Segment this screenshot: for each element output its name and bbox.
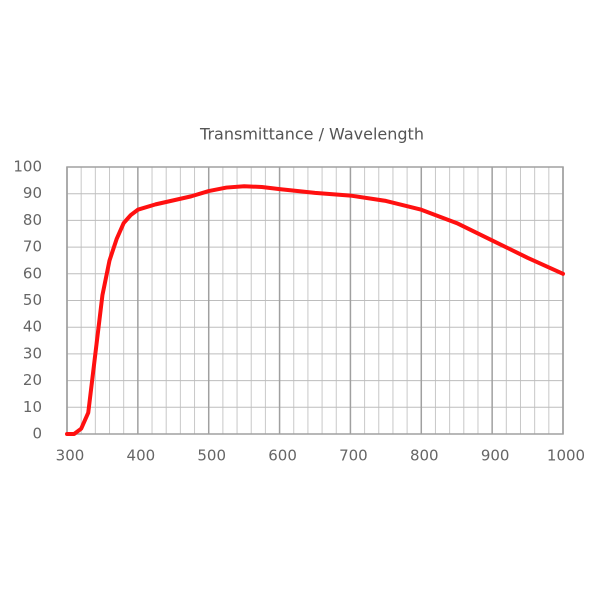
- y-tick-label: 50: [23, 291, 42, 309]
- y-tick-label: 80: [23, 211, 42, 229]
- y-tick-label: 30: [23, 344, 42, 362]
- chart-title: Transmittance / Wavelength: [199, 125, 424, 144]
- x-tick-label: 900: [481, 447, 510, 465]
- x-tick-label: 600: [268, 447, 297, 465]
- x-tick-label: 500: [197, 447, 226, 465]
- y-tick-label: 100: [13, 158, 42, 176]
- x-tick-label: 400: [127, 447, 156, 465]
- x-tick-label: 1000: [547, 447, 585, 465]
- data-line: [65, 184, 565, 436]
- y-tick-label: 40: [23, 318, 42, 336]
- x-tick-label: 800: [410, 447, 439, 465]
- y-tick-label: 0: [32, 425, 42, 443]
- y-tick-label: 90: [23, 184, 42, 202]
- plot-border: [66, 166, 564, 435]
- y-tick-label: 10: [23, 398, 42, 416]
- x-tick-label: 300: [56, 447, 85, 465]
- y-tick-label: 70: [23, 238, 42, 256]
- y-tick-label: 60: [23, 264, 42, 282]
- y-tick-label: 20: [23, 371, 42, 389]
- x-tick-label: 700: [339, 447, 368, 465]
